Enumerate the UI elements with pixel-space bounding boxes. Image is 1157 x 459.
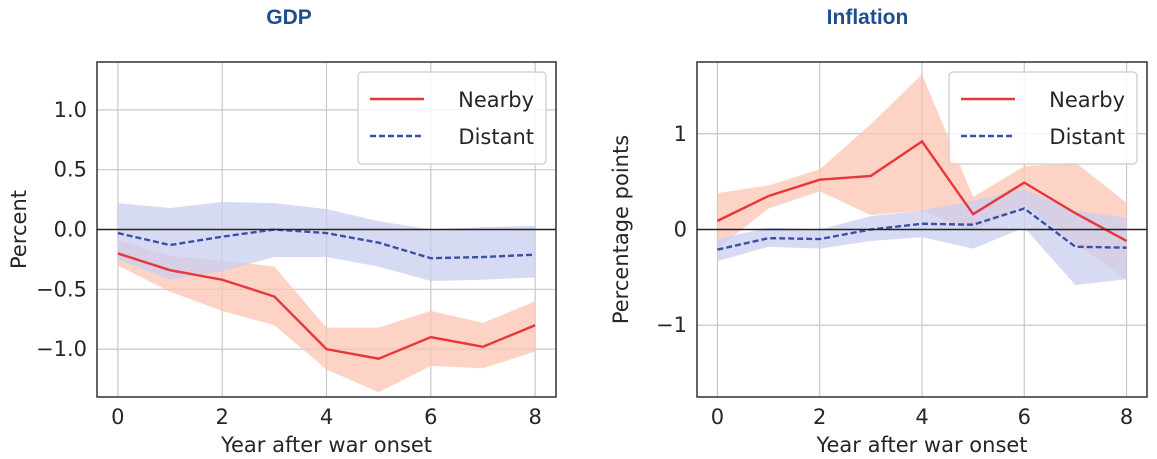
- x-tick-label: 8: [1120, 405, 1133, 429]
- x-tick-label: 6: [1018, 405, 1031, 429]
- y-tick-label: 0.0: [54, 218, 87, 242]
- inflation-chart-panel: Inflation 0 2 4 6 8 −1 0 1 Year after war onset P…: [578, 0, 1157, 459]
- series-line-distant: [717, 207, 1127, 251]
- chart-title: GDP: [266, 6, 312, 29]
- legend-label-nearby: Nearby: [1049, 88, 1125, 112]
- confidence-band-distant: [717, 189, 1127, 286]
- x-axis-label: Year after war onset: [220, 433, 432, 457]
- confidence-band-nearby: [717, 74, 1127, 280]
- y-axis-label: Percentage points: [609, 135, 633, 324]
- legend: Nearby Distant: [948, 71, 1138, 165]
- legend-box: [948, 71, 1138, 165]
- x-tick-label: 6: [424, 405, 437, 429]
- legend-box: [357, 71, 547, 165]
- plot-frame: [696, 61, 1148, 398]
- y-tick-label: 0.5: [54, 158, 87, 182]
- x-tick-label: 8: [528, 405, 541, 429]
- legend-label-distant: Distant: [458, 125, 534, 149]
- legend-label-nearby: Nearby: [458, 88, 534, 112]
- gdp-chart: 0 2 4 6 8 −1.0 −0.5 0.0 0.5 1.0 Year after war ons…: [7, 61, 557, 457]
- x-tick-label: 0: [111, 405, 124, 429]
- y-axis-label: Percent: [7, 190, 31, 269]
- y-tick-label: 1.0: [54, 98, 87, 122]
- series-line-nearby: [716, 139, 1128, 243]
- x-tick-label: 4: [915, 405, 928, 429]
- confidence-band-nearby: [117, 240, 536, 393]
- y-tick-label: 0: [674, 218, 687, 242]
- chart-title: Inflation: [826, 6, 909, 29]
- x-tick-label: 2: [215, 405, 228, 429]
- series-line-distant: [117, 228, 536, 260]
- confidence-band-distant: [117, 201, 536, 281]
- y-tick-label: −0.5: [36, 277, 87, 301]
- inflation-chart: 0 2 4 6 8 −1 0 1 Year after war onset Percentage …: [609, 61, 1148, 457]
- x-tick-label: 2: [813, 405, 826, 429]
- gdp-chart-panel: GDP 0 2 4 6 8 −1.0 −0.5 0.0 0.5 1.0 Year after war…: [0, 0, 578, 459]
- y-tick-label: −1: [656, 313, 687, 337]
- x-tick-label: 4: [320, 405, 333, 429]
- x-axis-label: Year after war onset: [815, 433, 1027, 457]
- plot-frame: [96, 61, 557, 398]
- legend-label-distant: Distant: [1049, 125, 1125, 149]
- series-line-nearby: [117, 252, 536, 360]
- y-tick-label: 1: [674, 122, 687, 146]
- y-tick-label: −1.0: [36, 337, 87, 361]
- legend: Nearby Distant: [357, 71, 547, 165]
- x-tick-label: 0: [711, 405, 724, 429]
